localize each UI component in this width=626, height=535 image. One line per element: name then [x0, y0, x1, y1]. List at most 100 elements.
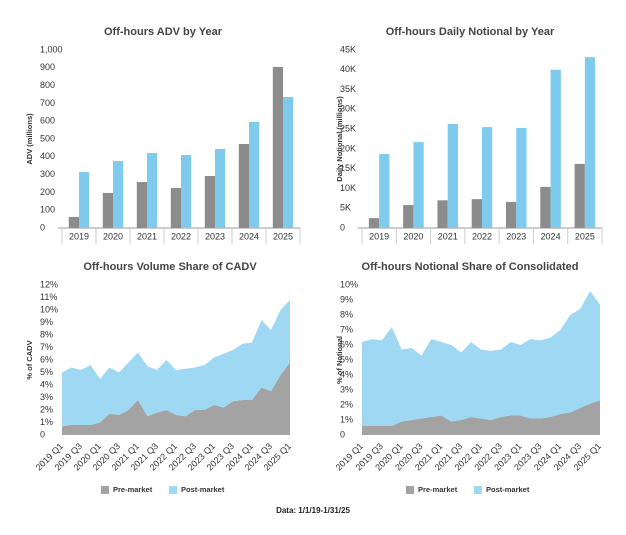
- bar: [181, 155, 192, 228]
- bar: [170, 187, 181, 228]
- area: [62, 362, 290, 435]
- bar: [79, 171, 90, 228]
- y-tick-label: 5%: [40, 367, 53, 377]
- y-axis-label: % of CADV: [25, 340, 34, 379]
- bar: [147, 153, 158, 228]
- x-tick-label: 2020: [103, 231, 123, 241]
- y-tick-label: 1%: [340, 414, 353, 424]
- y-tick-label: 8%: [40, 329, 53, 339]
- bar: [540, 186, 551, 228]
- y-tick-label: 2%: [340, 399, 353, 409]
- area: [62, 300, 290, 427]
- x-tick-label: 2023: [205, 231, 225, 241]
- bar: [516, 127, 527, 228]
- y-tick-label: 10K: [340, 183, 356, 193]
- chart-title: Off-hours Daily Notional by Year: [386, 26, 555, 38]
- x-tick-label: 2019: [369, 231, 389, 241]
- x-tick-label: 2022: [472, 231, 492, 241]
- legend-swatch: [169, 486, 177, 494]
- y-tick-label: 3%: [40, 392, 53, 402]
- y-tick-label: 7%: [340, 324, 353, 334]
- legend-swatch: [474, 486, 482, 494]
- bar: [379, 154, 390, 228]
- y-tick-label: 4%: [40, 379, 53, 389]
- y-tick-label: 900: [40, 62, 55, 72]
- y-tick-label: 0: [40, 222, 45, 232]
- bar: [113, 161, 124, 228]
- bar: [238, 143, 249, 228]
- y-tick-label: 5%: [340, 354, 353, 364]
- y-tick-label: 600: [40, 116, 55, 126]
- y-tick-label: 800: [40, 80, 55, 90]
- area: [362, 291, 600, 426]
- x-tick-label: 2023: [506, 231, 526, 241]
- y-tick-label: 45K: [340, 44, 356, 54]
- y-tick-label: 4%: [340, 369, 353, 379]
- y-tick-label: 1,000: [40, 44, 63, 54]
- bar: [136, 182, 147, 228]
- y-tick-label: 400: [40, 151, 55, 161]
- x-tick-label: 2019: [69, 231, 89, 241]
- x-tick-label: 2021: [438, 231, 458, 241]
- y-axis-label: % of Notional: [335, 336, 344, 384]
- y-tick-label: 40K: [340, 64, 356, 74]
- y-tick-label: 10%: [40, 304, 58, 314]
- y-tick-label: 10%: [340, 279, 358, 289]
- y-tick-label: 15K: [340, 163, 356, 173]
- bar: [584, 57, 596, 229]
- legend-label: Pre-market: [418, 485, 458, 494]
- y-tick-label: 0: [340, 429, 345, 439]
- bar: [283, 96, 294, 228]
- x-tick-label: 2020: [403, 231, 423, 241]
- legend-label: Pre-market: [113, 485, 153, 494]
- bar: [447, 123, 458, 228]
- y-tick-label: 3%: [340, 384, 353, 394]
- bar: [413, 142, 424, 228]
- y-tick-label: 9%: [340, 294, 353, 304]
- y-tick-label: 0: [40, 429, 45, 439]
- x-tick-label: 2025: [575, 231, 595, 241]
- y-tick-label: 100: [40, 205, 55, 215]
- bar: [574, 163, 585, 228]
- y-tick-label: 500: [40, 133, 55, 143]
- y-tick-label: 700: [40, 98, 55, 108]
- footer-note: Data: 1/1/19-1/31/25: [276, 506, 350, 515]
- y-axis-label: Daily Notional (millions): [335, 96, 344, 182]
- y-tick-label: 6%: [340, 339, 353, 349]
- area: [362, 400, 600, 435]
- legend-label: Post-market: [486, 485, 530, 494]
- bar: [249, 121, 260, 228]
- x-tick-label: 2022: [171, 231, 191, 241]
- y-axis-label: ADV (millions): [25, 113, 34, 165]
- bar: [471, 199, 482, 228]
- x-tick-label: 2021: [137, 231, 157, 241]
- bar: [102, 192, 113, 228]
- y-tick-label: 1%: [40, 417, 53, 427]
- y-tick-label: 12%: [40, 279, 58, 289]
- legend-swatch: [406, 486, 414, 494]
- y-tick-label: 7%: [40, 342, 53, 352]
- y-tick-label: 200: [40, 187, 55, 197]
- bar: [272, 66, 283, 228]
- y-tick-label: 0: [340, 222, 345, 232]
- bar: [68, 216, 79, 228]
- bar: [482, 127, 493, 228]
- x-tick-label: 2024: [239, 231, 259, 241]
- x-tick-label: 2024: [541, 231, 561, 241]
- y-tick-label: 25K: [340, 123, 356, 133]
- bar: [368, 218, 380, 228]
- chart-title: Off-hours Volume Share of CADV: [83, 261, 257, 273]
- bar: [437, 200, 448, 228]
- bar: [550, 69, 561, 229]
- bar: [204, 176, 215, 228]
- chart-title: Off-hours ADV by Year: [104, 26, 223, 38]
- chart-title: Off-hours Notional Share of Consolidated: [362, 261, 579, 273]
- y-tick-label: 6%: [40, 354, 53, 364]
- bar: [215, 148, 226, 228]
- y-tick-label: 20K: [340, 143, 356, 153]
- y-tick-label: 30K: [340, 104, 356, 114]
- y-tick-label: 9%: [40, 317, 53, 327]
- x-tick-label: 2025: [273, 231, 293, 241]
